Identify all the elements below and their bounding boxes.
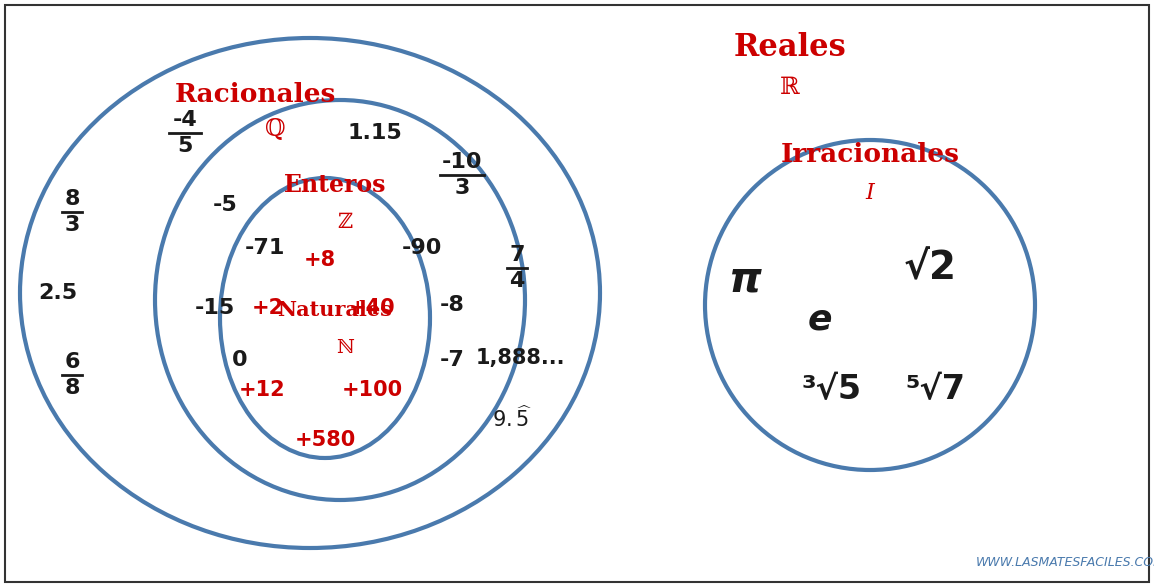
- Text: Reales: Reales: [734, 32, 846, 63]
- Text: +8: +8: [304, 250, 336, 270]
- Text: +40: +40: [349, 298, 396, 318]
- Text: Naturales: Naturales: [278, 300, 392, 320]
- Text: 4: 4: [509, 271, 525, 291]
- Text: $9.\widehat{5}$: $9.\widehat{5}$: [492, 405, 532, 431]
- Text: 1.15: 1.15: [347, 123, 403, 143]
- Text: 1,888...: 1,888...: [475, 348, 564, 368]
- Text: +100: +100: [342, 380, 403, 400]
- Text: ³√5: ³√5: [802, 373, 862, 407]
- Text: +2: +2: [252, 298, 284, 318]
- Text: √2: √2: [904, 249, 957, 287]
- Text: ℝ: ℝ: [780, 76, 800, 99]
- Text: -7: -7: [440, 350, 464, 370]
- Text: 6: 6: [65, 352, 80, 372]
- Text: Irracionales: Irracionales: [780, 143, 959, 167]
- Text: ℕ: ℕ: [336, 339, 354, 357]
- Text: 2.5: 2.5: [38, 283, 77, 303]
- Text: 8: 8: [65, 378, 80, 398]
- Text: Enteros: Enteros: [284, 173, 387, 197]
- Text: π: π: [728, 259, 762, 301]
- Text: 8: 8: [65, 189, 80, 209]
- Text: Racionales: Racionales: [174, 83, 336, 107]
- Text: ⁵√7: ⁵√7: [905, 373, 965, 407]
- Text: 5: 5: [178, 136, 193, 156]
- Text: 3: 3: [65, 215, 80, 235]
- Text: +12: +12: [239, 380, 285, 400]
- Text: -5: -5: [212, 195, 238, 215]
- Text: 3: 3: [455, 178, 470, 198]
- Text: -15: -15: [195, 298, 235, 318]
- Text: -90: -90: [402, 238, 442, 258]
- Text: -71: -71: [245, 238, 285, 258]
- Text: WWW.LASMATESFACILES.COM: WWW.LASMATESFACILES.COM: [975, 556, 1154, 569]
- Text: 7: 7: [509, 245, 525, 265]
- Text: ℚ: ℚ: [264, 119, 285, 141]
- Text: 0: 0: [232, 350, 248, 370]
- Text: -4: -4: [173, 110, 197, 130]
- Text: -8: -8: [440, 295, 464, 315]
- Text: I: I: [866, 182, 875, 204]
- Text: +580: +580: [294, 430, 355, 450]
- Text: ℤ: ℤ: [337, 212, 353, 231]
- Text: -10: -10: [442, 152, 482, 172]
- Text: e: e: [808, 303, 832, 337]
